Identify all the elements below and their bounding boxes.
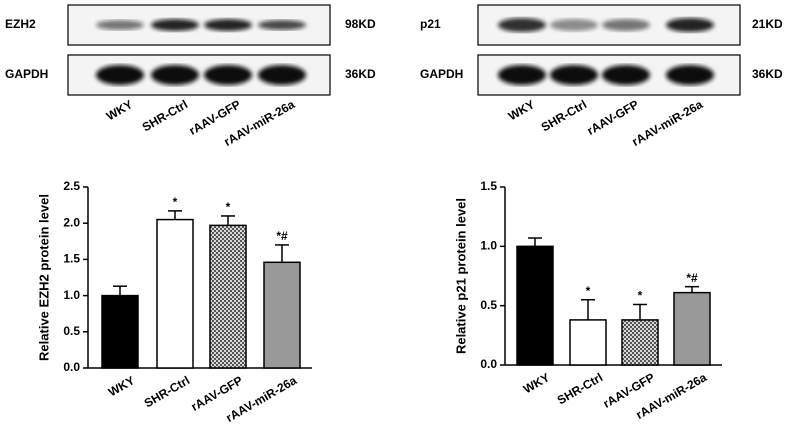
y-tick-label: 2.0 [63,215,80,229]
bar [101,294,139,369]
significance: * [586,284,591,298]
blot-band [96,20,144,30]
lane-label: WKY [506,97,537,123]
bar [156,218,194,369]
size-label: 98KD [345,17,376,31]
significance: * [173,195,178,209]
significance: * [226,200,231,214]
bar [673,291,711,366]
lane-label: SHR-Ctrl [539,97,589,134]
protein-label: GAPDH [420,67,463,81]
blot-band [498,65,546,85]
blot-band [498,18,546,32]
x-tick-label: SHR-Ctrl [555,370,605,407]
significance: *# [276,229,288,243]
protein-label: p21 [420,17,441,31]
y-tick-label: 0.5 [63,324,80,338]
lane-label: rAAV-GFP [585,97,641,138]
blot-band [550,65,598,85]
bar [621,319,659,366]
blot-band [258,20,306,30]
blot-band [258,65,306,85]
blot-band [151,19,199,31]
x-tick-label: WKY [521,370,552,396]
bar [209,224,247,369]
significance: * [638,289,643,303]
x-tick-label: SHR-Ctrl [142,373,192,410]
size-label: 21KD [752,17,783,31]
lane-label: rAAV-miR-26a [630,97,706,149]
y-tick-label: 1.0 [480,239,497,253]
blot-band [666,18,714,32]
lane-label: SHR-Ctrl [140,97,190,134]
bar [516,245,554,366]
blot-band [151,65,199,85]
y-tick-label: 1.0 [63,288,80,302]
blot-band [602,19,650,31]
y-tick-label: 1.5 [63,252,80,266]
y-tick-label: 0.0 [63,360,80,374]
lane-label: WKY [104,97,135,123]
blot-band [204,65,252,85]
y-tick-label: 2.5 [63,179,80,193]
blot-band [204,19,252,31]
significance: *# [686,271,698,285]
size-label: 36KD [752,67,783,81]
size-label: 36KD [345,67,376,81]
blot-band [550,19,598,31]
y-tick-label: 0.0 [480,357,497,371]
blot-band [96,65,144,85]
y-axis-label: Relative p21 protein level [453,198,468,354]
bar [569,319,607,366]
x-tick-label: WKY [106,373,137,399]
blot-band [666,65,714,85]
y-axis-label: Relative EZH2 protein level [36,194,51,361]
protein-label: EZH2 [5,17,36,31]
protein-label: GAPDH [5,67,48,81]
y-tick-label: 1.5 [480,179,497,193]
y-tick-label: 0.5 [480,298,497,312]
bar [263,261,301,369]
blot-band [602,65,650,85]
